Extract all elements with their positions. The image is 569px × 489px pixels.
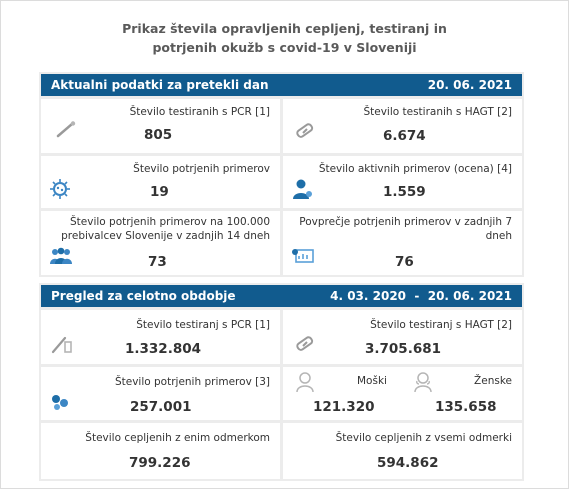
overall-confirmed-label: Število potrjenih primerov [3]	[114, 376, 270, 388]
overall-vacc1-value: 799.226	[129, 455, 191, 471]
overall-vaccall-value: 594.862	[377, 455, 439, 471]
overall-vaccall-label: Število cepljenih z vsemi odmerki	[335, 432, 512, 444]
overall-confirmed-value: 257.001	[130, 399, 192, 415]
title-line-2: potrjenih okužb s covid-19 v Sloveniji	[152, 40, 417, 55]
person-icon	[293, 179, 312, 199]
page-title: Prikaz števila opravljenih cepljenj, tes…	[1, 19, 568, 57]
female-icon	[414, 372, 432, 393]
daily-avg7-label-line1: Povprečje potrjenih primerov v zadnjih 7	[299, 216, 512, 228]
daily-active-label: Število aktivnih primerov (ocena) [4]	[318, 163, 512, 175]
daily-panel-header: Aktualni podatki za pretekli dan 20. 06.…	[41, 74, 522, 96]
male-icon	[296, 372, 314, 393]
overall-vacc1-card: Število cepljenih z enim odmerkom 799.22…	[41, 423, 280, 479]
test-kit-icon	[296, 336, 314, 351]
daily-hagt-card: Število testiranih s HAGT [2] 6.674	[283, 99, 522, 153]
daily-avg7-label-line2: dneh	[485, 230, 512, 242]
overall-female-value: 135.658	[435, 399, 497, 415]
daily-per100k-label: Število potrjenih primerov na 100.000 pr…	[61, 215, 270, 243]
daily-per100k-value: 73	[148, 254, 167, 270]
overall-hagt-card: Število testiranj s HAGT [2] 3.705.681	[283, 310, 522, 364]
overall-panel: Pregled za celotno obdobje 4. 03. 2020 -…	[39, 283, 524, 481]
daily-hagt-value: 6.674	[383, 128, 426, 144]
overall-heading: Pregled za celotno obdobje	[51, 289, 236, 303]
daily-pcr-value: 805	[144, 127, 173, 143]
virus-icon	[50, 179, 70, 199]
group-icon	[50, 247, 72, 264]
daily-panel: Aktualni podatki za pretekli dan 20. 06.…	[39, 72, 524, 277]
title-line-1: Prikaz števila opravljenih cepljenj, tes…	[122, 21, 447, 36]
swab-tube-icon	[51, 336, 72, 354]
overall-male-label: Moški	[357, 375, 387, 387]
daily-confirmed-value: 19	[150, 184, 169, 200]
daily-active-card: Število aktivnih primerov (ocena) [4] 1.…	[283, 156, 522, 208]
daily-pcr-card: Število testiranih s PCR [1] 805	[41, 99, 280, 153]
daily-per100k-card: Število potrjenih primerov na 100.000 pr…	[41, 211, 280, 275]
daily-avg7-card: Povprečje potrjenih primerov v zadnjih 7…	[283, 211, 522, 275]
daily-hagt-label: Število testiranih s HAGT [2]	[363, 106, 512, 118]
daily-per100k-label-line2: prebivalcev Slovenije v zadnjih 14 dneh	[61, 230, 270, 242]
daily-confirmed-card: Število potrjenih primerov 19	[41, 156, 280, 208]
overall-pcr-card: Število testiranj s PCR [1] 1.332.804	[41, 310, 280, 364]
daily-heading: Aktualni podatki za pretekli dan	[51, 78, 269, 92]
overall-female-label: Ženske	[474, 375, 512, 387]
overall-hagt-label: Število testiranj s HAGT [2]	[370, 319, 512, 331]
virus-cluster-icon	[52, 395, 68, 410]
swab-icon	[56, 121, 76, 138]
overall-pcr-value: 1.332.804	[125, 341, 202, 357]
overall-confirmed-card: Število potrjenih primerov [3] 257.001	[41, 367, 280, 420]
overall-pcr-label: Število testiranj s PCR [1]	[136, 319, 270, 331]
overall-male-value: 121.320	[313, 399, 375, 415]
overall-vacc1-label: Število cepljenih z enim odmerkom	[85, 432, 270, 444]
daily-active-value: 1.559	[383, 184, 426, 200]
test-kit-icon	[296, 123, 314, 138]
daily-per100k-label-line1: Število potrjenih primerov na 100.000	[69, 216, 270, 228]
overall-gender-card: Moški 121.320 Ženske 135.658	[283, 367, 522, 420]
overall-hagt-value: 3.705.681	[365, 341, 442, 357]
daily-confirmed-label: Število potrjenih primerov	[133, 163, 270, 175]
daily-date: 20. 06. 2021	[427, 78, 512, 92]
overall-vaccall-card: Število cepljenih z vsemi odmerki 594.86…	[283, 423, 522, 479]
daily-avg7-label: Povprečje potrjenih primerov v zadnjih 7…	[299, 215, 512, 243]
overall-panel-header: Pregled za celotno obdobje 4. 03. 2020 -…	[41, 285, 522, 307]
overall-range: 4. 03. 2020 - 20. 06. 2021	[330, 289, 512, 303]
daily-avg7-value: 76	[395, 254, 414, 270]
calendar-chart-icon	[292, 249, 314, 263]
daily-pcr-label: Število testiranih s PCR [1]	[129, 106, 270, 118]
